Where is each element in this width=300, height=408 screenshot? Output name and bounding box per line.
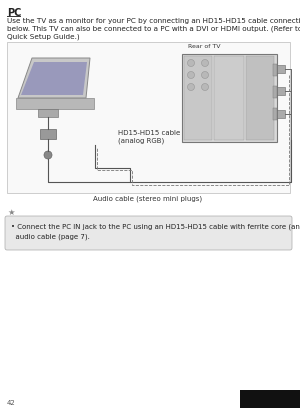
Bar — [184, 56, 212, 140]
Bar — [273, 108, 277, 120]
Bar — [214, 56, 244, 140]
Text: 42: 42 — [7, 400, 16, 406]
Circle shape — [44, 151, 52, 159]
Bar — [277, 87, 285, 95]
Text: Quick Setup Guide.): Quick Setup Guide.) — [7, 33, 80, 40]
Text: Rear of TV: Rear of TV — [188, 44, 220, 49]
Text: audio cable (page 7).: audio cable (page 7). — [11, 233, 90, 239]
Circle shape — [202, 84, 208, 91]
Bar — [273, 64, 277, 76]
Polygon shape — [18, 58, 90, 98]
Text: PC: PC — [7, 8, 21, 18]
Bar — [40, 129, 56, 139]
FancyBboxPatch shape — [5, 216, 292, 250]
Text: • Connect the PC IN jack to the PC using an HD15-HD15 cable with ferrite core (a: • Connect the PC IN jack to the PC using… — [11, 223, 300, 229]
Circle shape — [202, 60, 208, 67]
Bar — [16, 98, 94, 109]
Bar — [277, 65, 285, 73]
Text: Use the TV as a monitor for your PC by connecting an HD15-HD15 cable connection : Use the TV as a monitor for your PC by c… — [7, 18, 300, 24]
Bar — [240, 390, 300, 408]
Circle shape — [188, 84, 194, 91]
Bar — [7, 42, 290, 193]
Circle shape — [188, 71, 194, 78]
Text: below. This TV can also be connected to a PC with a DVI or HDMI output. (Refer t: below. This TV can also be connected to … — [7, 25, 300, 32]
Bar — [246, 56, 274, 140]
Text: (analog RGB): (analog RGB) — [118, 137, 164, 144]
Circle shape — [202, 71, 208, 78]
Bar — [277, 110, 285, 118]
Text: HD15-HD15 cable: HD15-HD15 cable — [118, 130, 180, 136]
Text: ★: ★ — [7, 208, 14, 217]
Bar — [38, 109, 58, 117]
Bar — [273, 86, 277, 98]
Polygon shape — [21, 62, 87, 95]
Text: Audio cable (stereo mini plugs): Audio cable (stereo mini plugs) — [93, 196, 202, 202]
Bar — [182, 54, 277, 142]
Circle shape — [188, 60, 194, 67]
